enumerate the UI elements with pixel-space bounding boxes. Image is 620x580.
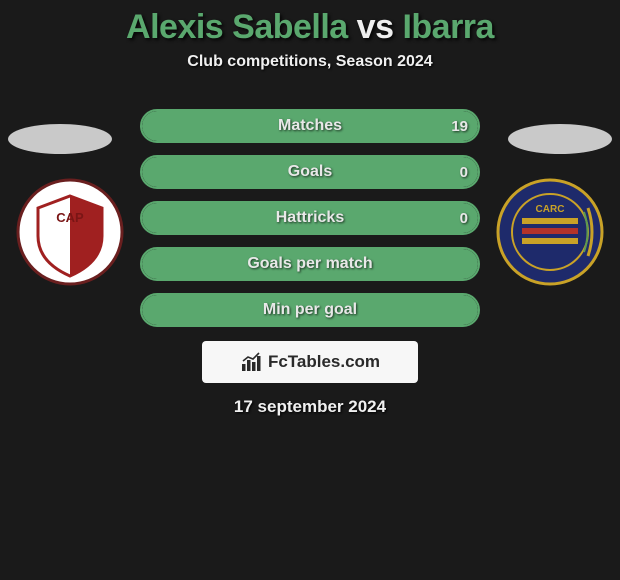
stat-label: Hattricks [142,203,478,233]
stat-row: Goals per match [140,247,480,281]
stat-value-right: 0 [460,203,468,233]
player1-name: Alexis Sabella [126,8,348,46]
stat-row: Goals0 [140,155,480,189]
stat-value-right: 0 [460,157,468,187]
stat-label: Matches [142,111,478,141]
club1-logo: CAP [16,178,124,286]
stat-value-right: 19 [451,111,468,141]
date-label: 17 september 2024 [0,397,620,417]
stat-label: Goals per match [142,249,478,279]
subtitle: Club competitions, Season 2024 [0,53,620,71]
stat-row: Min per goal [140,293,480,327]
page-title: Alexis Sabella vs Ibarra [0,8,620,47]
club2-logo: CARC [496,178,604,286]
stat-row: Hattricks0 [140,201,480,235]
player2-avatar-placeholder [508,124,612,154]
stat-row: Matches19 [140,109,480,143]
brand-text: FcTables.com [268,352,380,372]
stat-label: Goals [142,157,478,187]
svg-text:CARC: CARC [536,204,565,215]
brand-box: FcTables.com [202,341,418,383]
stats-list: Matches19Goals0Hattricks0Goals per match… [140,109,480,327]
svg-text:CAP: CAP [56,210,84,225]
stat-label: Min per goal [142,295,478,325]
vs-label: vs [357,8,394,46]
chart-icon [240,351,262,373]
player1-avatar-placeholder [8,124,112,154]
player2-name: Ibarra [402,8,494,46]
comparison-card: Alexis Sabella vs Ibarra Club competitio… [0,0,620,580]
